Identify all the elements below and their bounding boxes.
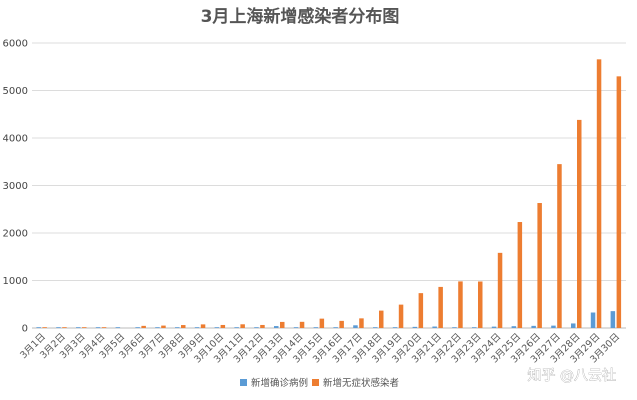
bar-confirmed (76, 327, 81, 328)
watermark: 知乎 @八云社 (527, 367, 616, 385)
bar-confirmed (36, 327, 41, 328)
bar-confirmed (353, 325, 358, 328)
y-tick-label: 3000 (3, 181, 28, 192)
bar-asymptomatic (339, 320, 344, 328)
bar-confirmed (531, 325, 536, 328)
bar-asymptomatic (62, 327, 67, 328)
bar-confirmed (412, 326, 418, 328)
y-tick-label: 0 (22, 324, 28, 335)
bar-confirmed (274, 326, 279, 328)
y-axis: 0 1000 2000 3000 4000 5000 6000 (3, 39, 28, 335)
bar-asymptomatic (596, 59, 602, 329)
bar-asymptomatic (42, 327, 47, 328)
bar-confirmed (115, 327, 121, 328)
bar-confirmed (293, 327, 299, 328)
bar-confirmed (511, 326, 517, 328)
bar-asymptomatic (497, 252, 503, 328)
bar-asymptomatic (398, 304, 404, 328)
x-axis: 3月1日3月2日3月3日3月4日3月5日3月6日3月7日3月8日3月9日3月10… (18, 331, 622, 365)
bar-asymptomatic (319, 318, 325, 328)
bar-asymptomatic (577, 119, 582, 328)
bar-confirmed (333, 327, 338, 328)
bar-asymptomatic (418, 293, 424, 328)
bar-confirmed (95, 327, 101, 328)
bar-confirmed (472, 327, 477, 328)
bar-asymptomatic (141, 325, 146, 328)
bar-asymptomatic (220, 324, 226, 328)
bar-confirmed (491, 326, 497, 328)
y-tick-label: 2000 (3, 229, 28, 240)
bar-asymptomatic (478, 281, 483, 328)
watermark-text: 知乎 @八云社 (528, 367, 616, 384)
bar-confirmed (194, 327, 200, 328)
bar-confirmed (571, 323, 576, 328)
y-tick-label: 6000 (3, 39, 28, 50)
legend-label: 新增无症状感染者 (323, 377, 399, 389)
bar-confirmed (551, 325, 556, 328)
bar-asymptomatic (458, 281, 463, 328)
legend-swatch (312, 379, 319, 386)
bar-asymptomatic (280, 321, 285, 328)
bar-asymptomatic (299, 321, 305, 328)
bar-asymptomatic (101, 327, 107, 328)
bar-confirmed (432, 326, 437, 328)
bar-confirmed (313, 327, 319, 328)
y-tick-label: 1000 (3, 276, 28, 287)
bar-asymptomatic (359, 318, 364, 328)
legend: 新增确诊病例 新增无症状感染者 (240, 377, 399, 389)
bar-asymptomatic (200, 324, 206, 328)
bar-asymptomatic (379, 310, 384, 328)
y-tick-label: 5000 (3, 86, 28, 97)
bar-confirmed (254, 327, 259, 328)
bar-confirmed (392, 327, 398, 328)
bar-asymptomatic (537, 203, 542, 328)
bar-confirmed (590, 312, 596, 328)
bar-asymptomatic (82, 327, 87, 328)
bar-confirmed (175, 327, 180, 328)
bar-asymptomatic (260, 324, 265, 328)
bar-asymptomatic (240, 324, 245, 328)
bar-asymptomatic (438, 286, 443, 328)
bars (36, 59, 622, 329)
bar-confirmed (234, 327, 239, 328)
bar-asymptomatic (181, 325, 186, 328)
bar-confirmed (135, 327, 140, 328)
bar-confirmed (610, 311, 616, 328)
bar-confirmed (373, 327, 378, 328)
chart-title: 3月上海新增感染者分布图 (201, 6, 400, 27)
bar-confirmed (452, 327, 457, 328)
bar-asymptomatic (616, 76, 622, 328)
bar-confirmed (214, 327, 220, 328)
grid (32, 42, 626, 329)
legend-label: 新增确诊病例 (251, 377, 308, 389)
bar-asymptomatic (161, 325, 166, 328)
bar-confirmed (155, 327, 160, 328)
bar-asymptomatic (557, 164, 562, 328)
legend-swatch (240, 379, 247, 386)
bar-confirmed (56, 327, 61, 328)
y-tick-label: 4000 (3, 134, 28, 145)
bar-asymptomatic (517, 222, 523, 328)
